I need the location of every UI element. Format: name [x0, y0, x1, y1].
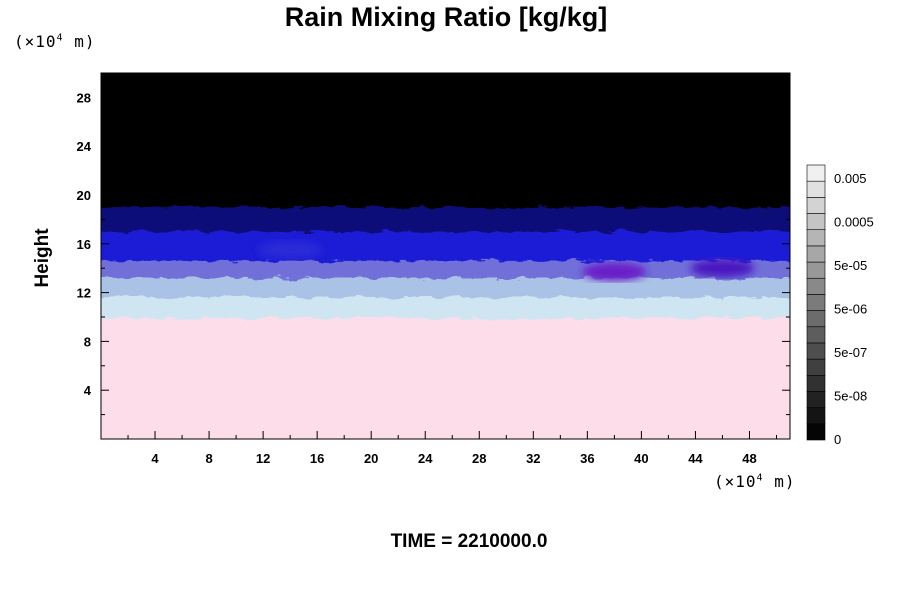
colorbar: 0.005 0.0005 5e-05 5e-06 5e-07 5e-08 0 — [806, 164, 874, 447]
colorbar-label: 0 — [834, 432, 841, 447]
plot-frame — [100, 72, 791, 440]
x-tick-label: 4 — [151, 451, 159, 466]
colorbar-level — [806, 326, 826, 344]
colorbar-level — [806, 213, 826, 231]
x-tick-label: 8 — [205, 451, 212, 466]
y-tick-label: 12 — [77, 286, 91, 301]
colorbar-label: 5e-08 — [834, 389, 867, 404]
x-axis-unit: (×104 m) — [714, 472, 796, 491]
chart-title: Rain Mixing Ratio [kg/kg] — [284, 2, 608, 32]
y-axis-unit: (×104 m) — [14, 32, 96, 51]
x-tick-label: 12 — [256, 451, 270, 466]
colorbar-level — [806, 294, 826, 311]
x-tick-label: 40 — [634, 451, 648, 466]
colorbar-level — [806, 310, 826, 328]
time-label: TIME = 2210000.0 — [390, 531, 548, 552]
colorbar-level — [806, 180, 826, 198]
colorbar-label: 5e-05 — [834, 258, 867, 273]
y-tick-label: 8 — [84, 334, 91, 349]
y-axis: 4 8 12 16 20 24 28 — [77, 90, 790, 416]
colorbar-level — [806, 423, 826, 441]
field-patch — [582, 262, 647, 281]
colorbar-label: 5e-07 — [834, 345, 867, 360]
heatmap-field — [101, 73, 790, 439]
y-tick-label: 4 — [84, 383, 92, 398]
y-tick-label: 24 — [77, 139, 92, 154]
x-tick-label: 48 — [742, 451, 756, 466]
field-patch — [258, 240, 323, 259]
x-tick-label: 28 — [472, 451, 486, 466]
x-axis: 4 8 12 16 20 24 28 32 36 40 44 48 — [127, 73, 777, 466]
x-tick-label: 44 — [688, 451, 703, 466]
x-tick-label: 32 — [526, 451, 540, 466]
colorbar-level — [806, 277, 826, 295]
colorbar-level — [806, 229, 826, 247]
colorbar-level — [806, 164, 826, 182]
colorbar-level — [806, 342, 826, 360]
field-patch — [690, 259, 755, 278]
y-tick-label: 28 — [77, 90, 91, 105]
y-tick-label: 20 — [77, 188, 91, 203]
colorbar-level — [806, 261, 826, 279]
colorbar-level — [806, 391, 826, 408]
x-tick-label: 24 — [418, 451, 433, 466]
colorbar-label: 0.0005 — [834, 215, 874, 230]
colorbar-label: 5e-06 — [834, 302, 867, 317]
colorbar-level — [806, 197, 826, 214]
colorbar-level — [806, 374, 826, 392]
field-layer — [101, 318, 790, 439]
x-tick-label: 20 — [364, 451, 378, 466]
colorbar-label: 0.005 — [834, 171, 867, 186]
x-tick-label: 16 — [310, 451, 324, 466]
y-tick-label: 16 — [77, 237, 91, 252]
x-tick-label: 36 — [580, 451, 594, 466]
colorbar-level — [806, 358, 826, 376]
colorbar-level — [806, 407, 826, 425]
colorbar-level — [806, 245, 826, 263]
